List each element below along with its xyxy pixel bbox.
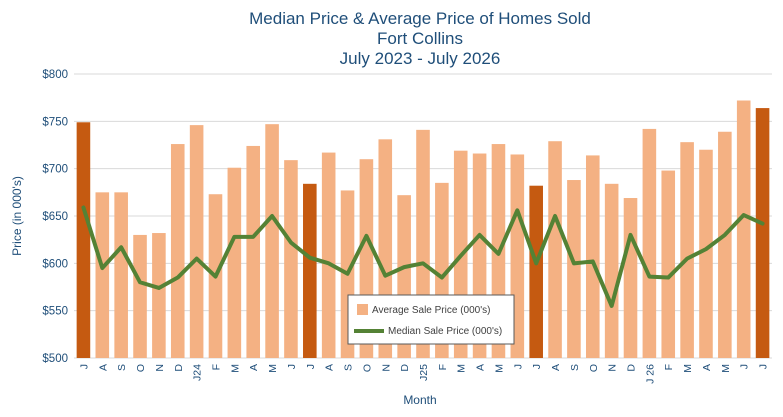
y-axis-label: Price (in 000's) [10,176,24,256]
bar [170,144,185,358]
bar [699,149,713,358]
x-tick-label: J 26 [644,364,656,384]
legend-line-label: Median Sale Price (000's) [388,326,502,337]
x-tick-label: N [607,364,619,372]
x-tick-label: J [739,364,751,369]
x-tick-label: M [493,364,505,373]
bar [623,198,638,358]
x-tick-label: J [305,364,317,369]
y-tick-label: $550 [42,306,68,318]
chart-legend: Average Sale Price (000's) Median Sale P… [347,294,515,345]
x-tick-label: N [380,364,392,372]
chart-title-line-3: July 2023 - July 2026 [340,49,501,68]
x-axis-ticks: J A S O N D J24 F M A M J J A S O N D J25 F M A M J J A S O N D J 26 F M… [78,364,769,384]
x-tick-label: F [437,364,449,370]
x-tick-label: F [663,364,675,370]
x-tick-label: J [758,364,770,369]
x-tick-label: M [682,364,694,373]
x-tick-label: J [512,364,524,369]
bar [152,233,166,358]
bar [567,180,581,358]
bar [321,152,336,358]
x-tick-label: M [229,364,241,373]
bar [303,183,317,358]
bar [114,192,128,358]
bar [189,125,204,359]
x-tick-label: J [531,364,543,369]
y-tick-label: $700 [42,164,68,176]
x-tick-label: A [475,364,487,371]
x-tick-label: O [135,364,147,372]
chart-title-line-1: Median Price & Average Price of Homes So… [249,9,591,28]
bar [246,145,261,358]
x-tick-label: M [720,364,732,373]
chart-title-line-2: Fort Collins [377,29,463,48]
line-series [81,205,765,308]
bar [718,131,732,358]
bar [548,141,562,358]
x-tick-label: J [78,364,90,369]
bar-series [76,100,770,359]
x-tick-label: O [588,364,600,372]
x-tick-label: D [173,364,185,372]
x-tick-label: J [286,364,298,369]
median-price-line [81,205,765,308]
bar [265,124,279,358]
x-tick-label: N [154,364,166,372]
legend-bar-swatch [357,304,368,315]
x-tick-label: A [248,364,260,371]
bar [642,128,657,358]
x-tick-label: S [569,364,581,371]
x-tick-label: M [456,364,468,373]
x-tick-label: A [550,364,562,371]
x-tick-label: J25 [418,364,430,381]
x-tick-label: D [626,364,638,372]
x-tick-label: A [701,364,713,371]
y-axis-ticks: $500 $550 $600 $650 $700 $750 $800 [42,69,68,365]
bar [95,192,110,358]
y-tick-label: $500 [42,353,68,365]
x-tick-label: S [116,364,128,371]
bar [755,108,770,358]
x-tick-label: O [361,364,373,372]
bar [604,183,619,358]
bar [585,155,600,358]
legend-bar-label: Average Sale Price (000's) [372,305,490,316]
x-tick-label: S [343,364,355,371]
chart-title: Median Price & Average Price of Homes So… [249,9,591,68]
bar [133,234,147,358]
bar [76,122,91,358]
bar [736,100,751,359]
legend-box [347,294,515,345]
bar [680,142,694,358]
x-tick-label: A [97,364,109,371]
x-tick-label: A [324,364,336,371]
bar [529,185,543,358]
x-tick-label: J24 [192,364,204,381]
x-tick-label: F [210,364,222,370]
y-tick-label: $800 [42,69,68,81]
y-tick-label: $650 [42,211,68,223]
bar [284,160,298,358]
x-tick-label: M [267,364,279,373]
y-tick-label: $600 [42,258,68,270]
y-tick-label: $750 [42,116,68,128]
x-tick-label: D [399,364,411,372]
x-axis-label: Month [403,393,436,407]
bar [227,167,242,358]
bar [661,170,676,358]
